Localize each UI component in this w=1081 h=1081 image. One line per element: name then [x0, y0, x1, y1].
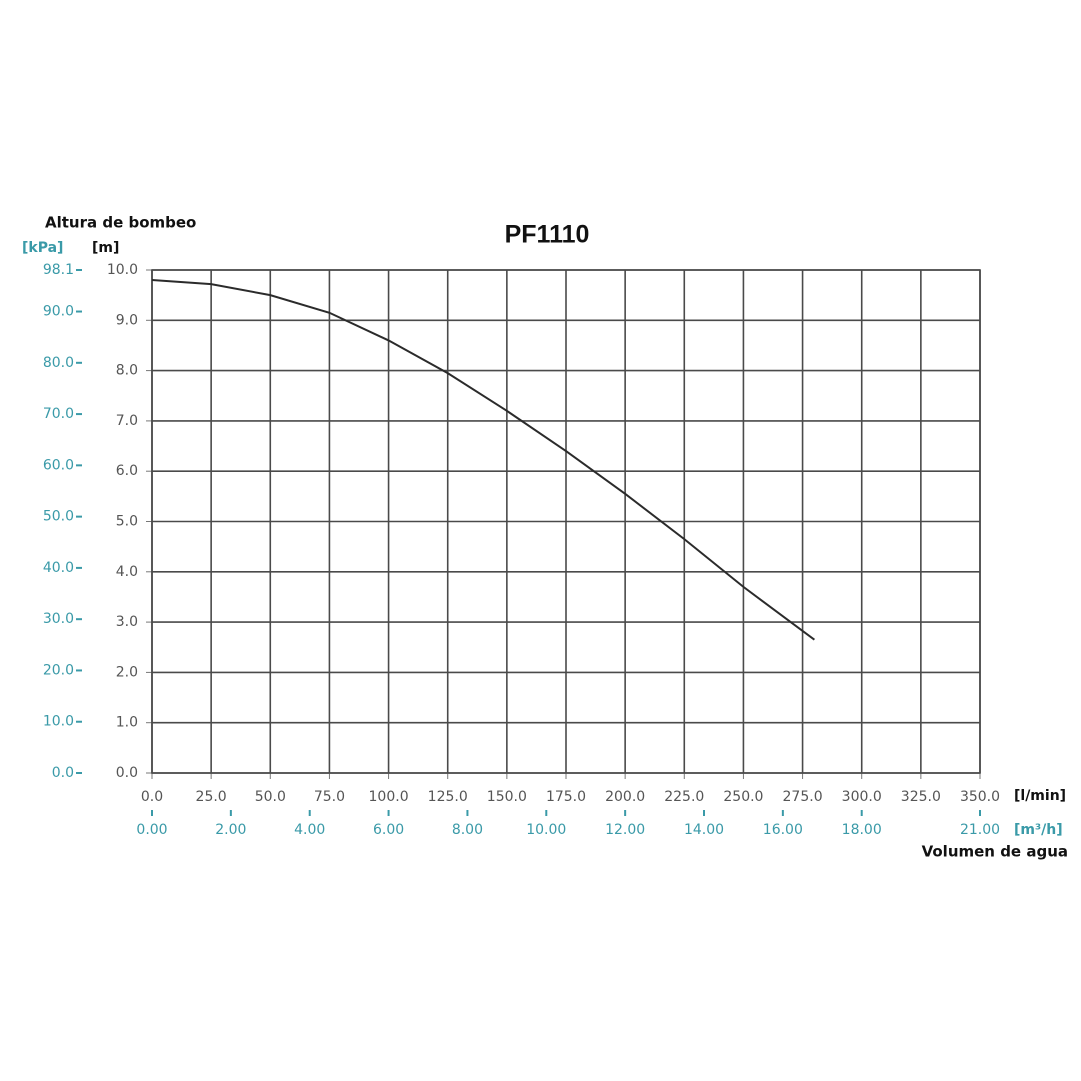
plot-frame [151, 269, 981, 774]
x2-tick-label: 8.00 [452, 822, 483, 838]
y2-tick-label: 20.0 [43, 662, 74, 678]
y2-tick-label: 98.1 [43, 262, 74, 278]
x2-tick-label: 18.00 [842, 822, 882, 838]
y2-tick-label: 40.0 [43, 560, 74, 576]
x-axis-label: Volumen de agua [922, 843, 1068, 861]
x-tick-label: 0.0 [141, 789, 163, 805]
x2-tick-label: 12.00 [605, 822, 645, 838]
x2-tick-label: 2.00 [215, 822, 246, 838]
y-tick-label: 3.0 [116, 614, 138, 630]
y-tick-label: 2.0 [116, 664, 138, 680]
y-tick-label: 7.0 [116, 413, 138, 429]
x-tick-label: 350.0 [960, 789, 1000, 805]
y-tick-label: 0.0 [116, 765, 138, 781]
y2-tick-label: 90.0 [43, 304, 74, 320]
y2-tick-label: 30.0 [43, 611, 74, 627]
x-tick-label: 125.0 [428, 789, 468, 805]
x-tick-label: 175.0 [546, 789, 586, 805]
x2-tick-label: 10.00 [526, 822, 566, 838]
y-tick-label: 9.0 [116, 312, 138, 328]
x2-tick-label: 16.00 [763, 822, 803, 838]
x-tick-label: 50.0 [255, 789, 286, 805]
y2-tick-label: 70.0 [43, 406, 74, 422]
y2-tick-label: 60.0 [43, 457, 74, 473]
x-tick-label: 150.0 [487, 789, 527, 805]
x2-tick-label: 6.00 [373, 822, 404, 838]
y-unit: [m] [92, 240, 119, 256]
x2-tick-label: 4.00 [294, 822, 325, 838]
y-tick-label: 4.0 [116, 564, 138, 580]
x2-tick-label: 0.00 [136, 822, 167, 838]
y2-tick-label: 50.0 [43, 509, 74, 525]
chart-title: PF1110 [505, 221, 590, 249]
y2-unit: [kPa] [22, 240, 63, 256]
x-tick-label: 100.0 [369, 789, 409, 805]
x-tick-label: 250.0 [723, 789, 763, 805]
x-tick-label: 75.0 [314, 789, 345, 805]
x-tick-label: 300.0 [842, 789, 882, 805]
y2-tick-label: 10.0 [43, 714, 74, 730]
x-tick-label: 200.0 [605, 789, 645, 805]
y2-tick-label: 0.0 [52, 765, 74, 781]
x2-unit: [m³/h] [1014, 822, 1063, 838]
y-tick-label: 10.0 [107, 262, 138, 278]
x-tick-label: 225.0 [664, 789, 704, 805]
y-tick-label: 6.0 [116, 463, 138, 479]
y-tick-label: 1.0 [116, 715, 138, 731]
x-unit: [l/min] [1014, 788, 1066, 804]
curve [151, 279, 815, 641]
x-tick-label: 25.0 [196, 789, 227, 805]
y-tick-label: 8.0 [116, 363, 138, 379]
x2-tick-label: 21.00 [960, 822, 1000, 838]
x-tick-label: 275.0 [783, 789, 823, 805]
x2-tick-label: 14.00 [684, 822, 724, 838]
x-tick-label: 325.0 [901, 789, 941, 805]
y-tick-label: 5.0 [116, 514, 138, 530]
y-axis-label: Altura de bombeo [45, 214, 196, 232]
y2-tick-label: 80.0 [43, 355, 74, 371]
